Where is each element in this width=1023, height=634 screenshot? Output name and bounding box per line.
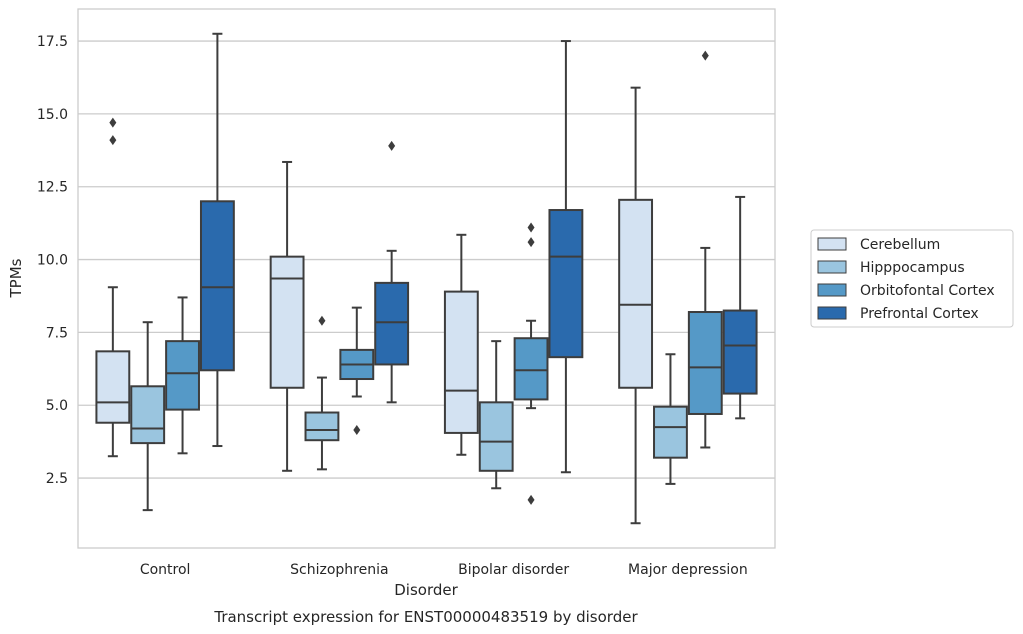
box-group bbox=[165, 296, 200, 455]
box bbox=[722, 309, 758, 395]
box-group bbox=[513, 222, 549, 505]
outlier-point bbox=[701, 50, 709, 61]
box-group bbox=[687, 50, 723, 449]
box bbox=[199, 200, 235, 372]
box-group bbox=[443, 233, 479, 456]
legend-label: Prefrontal Cortex bbox=[860, 306, 979, 322]
box bbox=[130, 385, 166, 445]
outlier-point bbox=[388, 140, 396, 151]
outlier-point bbox=[318, 315, 326, 326]
box bbox=[443, 290, 479, 434]
box bbox=[165, 340, 200, 411]
box-group bbox=[722, 195, 758, 420]
box-group bbox=[95, 117, 131, 458]
box bbox=[478, 401, 514, 472]
legend-swatch bbox=[817, 260, 847, 274]
box-group bbox=[269, 160, 305, 472]
box bbox=[269, 255, 305, 389]
legend-label: Orbitofontal Cortex bbox=[860, 283, 995, 299]
x-tick-label: Control bbox=[140, 562, 191, 578]
legend-label: Hipppocampus bbox=[860, 260, 965, 276]
x-tick-label: Bipolar disorder bbox=[458, 562, 569, 578]
box bbox=[304, 411, 340, 442]
box-group bbox=[304, 315, 340, 471]
legend: Cerebellum Hipppocampus Orbitofontal Corte… bbox=[810, 229, 1014, 328]
box bbox=[687, 311, 723, 415]
y-tick-label: 7.5 bbox=[46, 325, 68, 341]
x-axis-label: Disorder bbox=[394, 581, 458, 599]
legend-swatch bbox=[817, 237, 847, 251]
boxes bbox=[95, 32, 758, 525]
box-group bbox=[339, 306, 375, 436]
outlier-point bbox=[109, 135, 117, 146]
outlier-point bbox=[353, 425, 361, 436]
y-tick-label: 10.0 bbox=[37, 253, 68, 269]
box-group bbox=[478, 340, 514, 490]
y-tick-label: 5.0 bbox=[46, 398, 68, 414]
box-group bbox=[374, 140, 410, 404]
outlier-point bbox=[527, 237, 535, 248]
box bbox=[653, 405, 688, 459]
box bbox=[618, 198, 654, 389]
x-tick-label: Major depression bbox=[628, 562, 748, 578]
box-group bbox=[199, 32, 235, 448]
box bbox=[513, 337, 549, 401]
y-tick-label: 15.0 bbox=[37, 107, 68, 123]
outlier-point bbox=[527, 222, 535, 233]
chart-title: Transcript expression for ENST0000048351… bbox=[213, 608, 638, 626]
box bbox=[374, 281, 410, 366]
legend-label: Cerebellum bbox=[860, 237, 940, 253]
box-group bbox=[653, 353, 688, 485]
outlier-point bbox=[109, 117, 117, 128]
box bbox=[548, 209, 584, 359]
legend-swatch bbox=[817, 306, 847, 320]
outlier-point bbox=[527, 494, 535, 505]
box-group bbox=[618, 86, 654, 525]
y-tick-labels: 2.5 5.0 7.5 10.0 12.5 15.0 17.5 bbox=[37, 34, 68, 487]
x-tick-labels: Control Schizophrenia Bipolar disorder Majo… bbox=[140, 562, 748, 578]
plot-area-frame bbox=[77, 8, 776, 549]
y-axis-label: TPMs bbox=[7, 258, 25, 298]
legend-swatch bbox=[817, 283, 847, 297]
y-tick-label: 12.5 bbox=[37, 180, 68, 196]
y-tick-label: 17.5 bbox=[37, 34, 68, 50]
legend-frame bbox=[810, 229, 1014, 328]
box bbox=[95, 350, 131, 424]
box-group bbox=[548, 40, 584, 474]
x-tick-label: Schizophrenia bbox=[290, 562, 388, 578]
box-group bbox=[130, 321, 166, 512]
y-tick-label: 2.5 bbox=[46, 471, 68, 487]
